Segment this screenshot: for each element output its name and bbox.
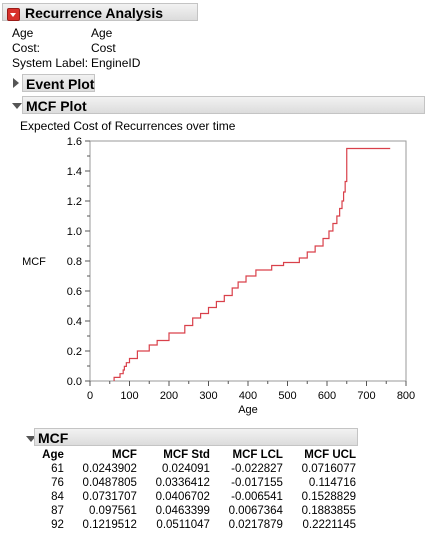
cell: 0.2221145: [302, 519, 356, 531]
cell: 84: [51, 491, 64, 503]
cell: 0.1219512: [82, 519, 137, 531]
x-tick-label: 0: [87, 390, 93, 402]
info-value-age: Age: [91, 26, 113, 40]
table-row: 92 0.1219512 0.0511047 0.0217879 0.22211…: [40, 518, 356, 532]
mcf-plot-header[interactable]: MCF Plot: [22, 96, 425, 114]
cell: 0.024091: [161, 463, 210, 475]
cell: 0.0217879: [228, 519, 283, 531]
col-mcf: MCF: [112, 449, 137, 461]
cell: 0.0487805: [82, 477, 137, 489]
table-row: 87 0.097561 0.0463399 0.0067364 0.188385…: [40, 504, 356, 518]
y-tick-label: 0.8: [67, 256, 82, 268]
cell: -0.006541: [231, 491, 283, 503]
cell: 0.097561: [88, 505, 137, 517]
cell: -0.017155: [231, 477, 283, 489]
info-label-system: System Label:: [12, 56, 89, 70]
cell: -0.022827: [231, 463, 283, 475]
cell: 0.0067364: [228, 505, 283, 517]
x-tick-label: 700: [357, 390, 375, 402]
cell: 87: [51, 505, 64, 517]
cell: 0.0243902: [82, 463, 137, 475]
col-age: Age: [42, 449, 64, 461]
cell: 92: [51, 519, 64, 531]
mcf-chart: 0.0 0.2 0.4 0.6 0.8 1.0 1.2 1.4 1.6 0 100 200 300 400…: [22, 136, 415, 416]
x-tick-label: 400: [239, 390, 257, 402]
cell: 0.0511047: [156, 519, 210, 531]
info-value-system: EngineID: [91, 56, 141, 70]
cell: 0.1528829: [301, 491, 356, 503]
info-label-cost: Cost:: [12, 41, 41, 55]
mcf-plot-title: MCF Plot: [26, 98, 87, 114]
mcf-plot-subtitle: Expected Cost of Recurrences over time: [20, 119, 236, 133]
mcf-table-title: MCF: [38, 430, 69, 446]
table-row: 84 0.0731707 0.0406702 -0.006541 0.15288…: [40, 490, 356, 504]
cell: 0.0463399: [155, 505, 210, 517]
cell: 61: [51, 463, 64, 475]
event-plot-header[interactable]: Event Plot: [22, 74, 95, 92]
x-tick-label: 100: [120, 390, 138, 402]
table-row: 61 0.0243902 0.024091 -0.022827 0.071607…: [40, 462, 356, 476]
table-row: 76 0.0487805 0.0336412 -0.017155 0.11471…: [40, 476, 356, 490]
y-tick-label: 0.6: [67, 286, 82, 298]
y-tick-label: 0.0: [67, 376, 82, 388]
x-tick-label: 600: [318, 390, 336, 402]
col-mcf-std: MCF Std: [163, 449, 210, 461]
y-tick-label: 1.0: [67, 226, 82, 238]
col-mcf-lcl: MCF LCL: [232, 449, 283, 461]
col-mcf-ucl: MCF UCL: [304, 449, 356, 461]
y-axis-label: MCF: [22, 256, 46, 268]
cell: 76: [51, 477, 64, 489]
collapse-mcf-table-icon[interactable]: [26, 436, 36, 442]
mcf-table-header-row: Age MCF MCF Std MCF LCL MCF UCL: [40, 449, 356, 462]
x-tick-label: 800: [397, 390, 415, 402]
mcf-step-line: [113, 147, 391, 381]
y-tick-label: 1.6: [67, 136, 82, 148]
cell: 0.0731707: [82, 491, 137, 503]
event-plot-title: Event Plot: [26, 76, 95, 92]
y-tick-label: 1.4: [67, 166, 82, 178]
x-tick-label: 200: [160, 390, 178, 402]
recurrence-analysis-header: Recurrence Analysis: [2, 3, 198, 21]
y-tick-label: 0.2: [67, 346, 82, 358]
plot-frame: [89, 140, 407, 382]
x-axis-label: Age: [238, 404, 258, 416]
x-tick-label: 500: [278, 390, 296, 402]
cell: 0.0716077: [301, 463, 356, 475]
x-tick-label: 300: [199, 390, 217, 402]
report-title: Recurrence Analysis: [25, 5, 163, 21]
cell: 0.0336412: [155, 477, 210, 489]
info-value-cost: Cost: [91, 41, 116, 55]
red-triangle-menu-icon[interactable]: [7, 8, 20, 21]
y-tick-label: 0.4: [67, 316, 82, 328]
cell: 0.1883855: [301, 505, 356, 517]
y-tick-label: 1.2: [67, 196, 82, 208]
cell: 0.0406702: [155, 491, 210, 503]
cell: 0.114716: [308, 477, 356, 489]
expand-event-plot-icon[interactable]: [13, 78, 19, 88]
mcf-table: Age MCF MCF Std MCF LCL MCF UCL 61 0.024…: [40, 449, 356, 532]
info-label-age: Age: [12, 26, 34, 40]
collapse-mcf-plot-icon[interactable]: [12, 103, 22, 109]
mcf-table-header[interactable]: MCF: [34, 428, 358, 446]
